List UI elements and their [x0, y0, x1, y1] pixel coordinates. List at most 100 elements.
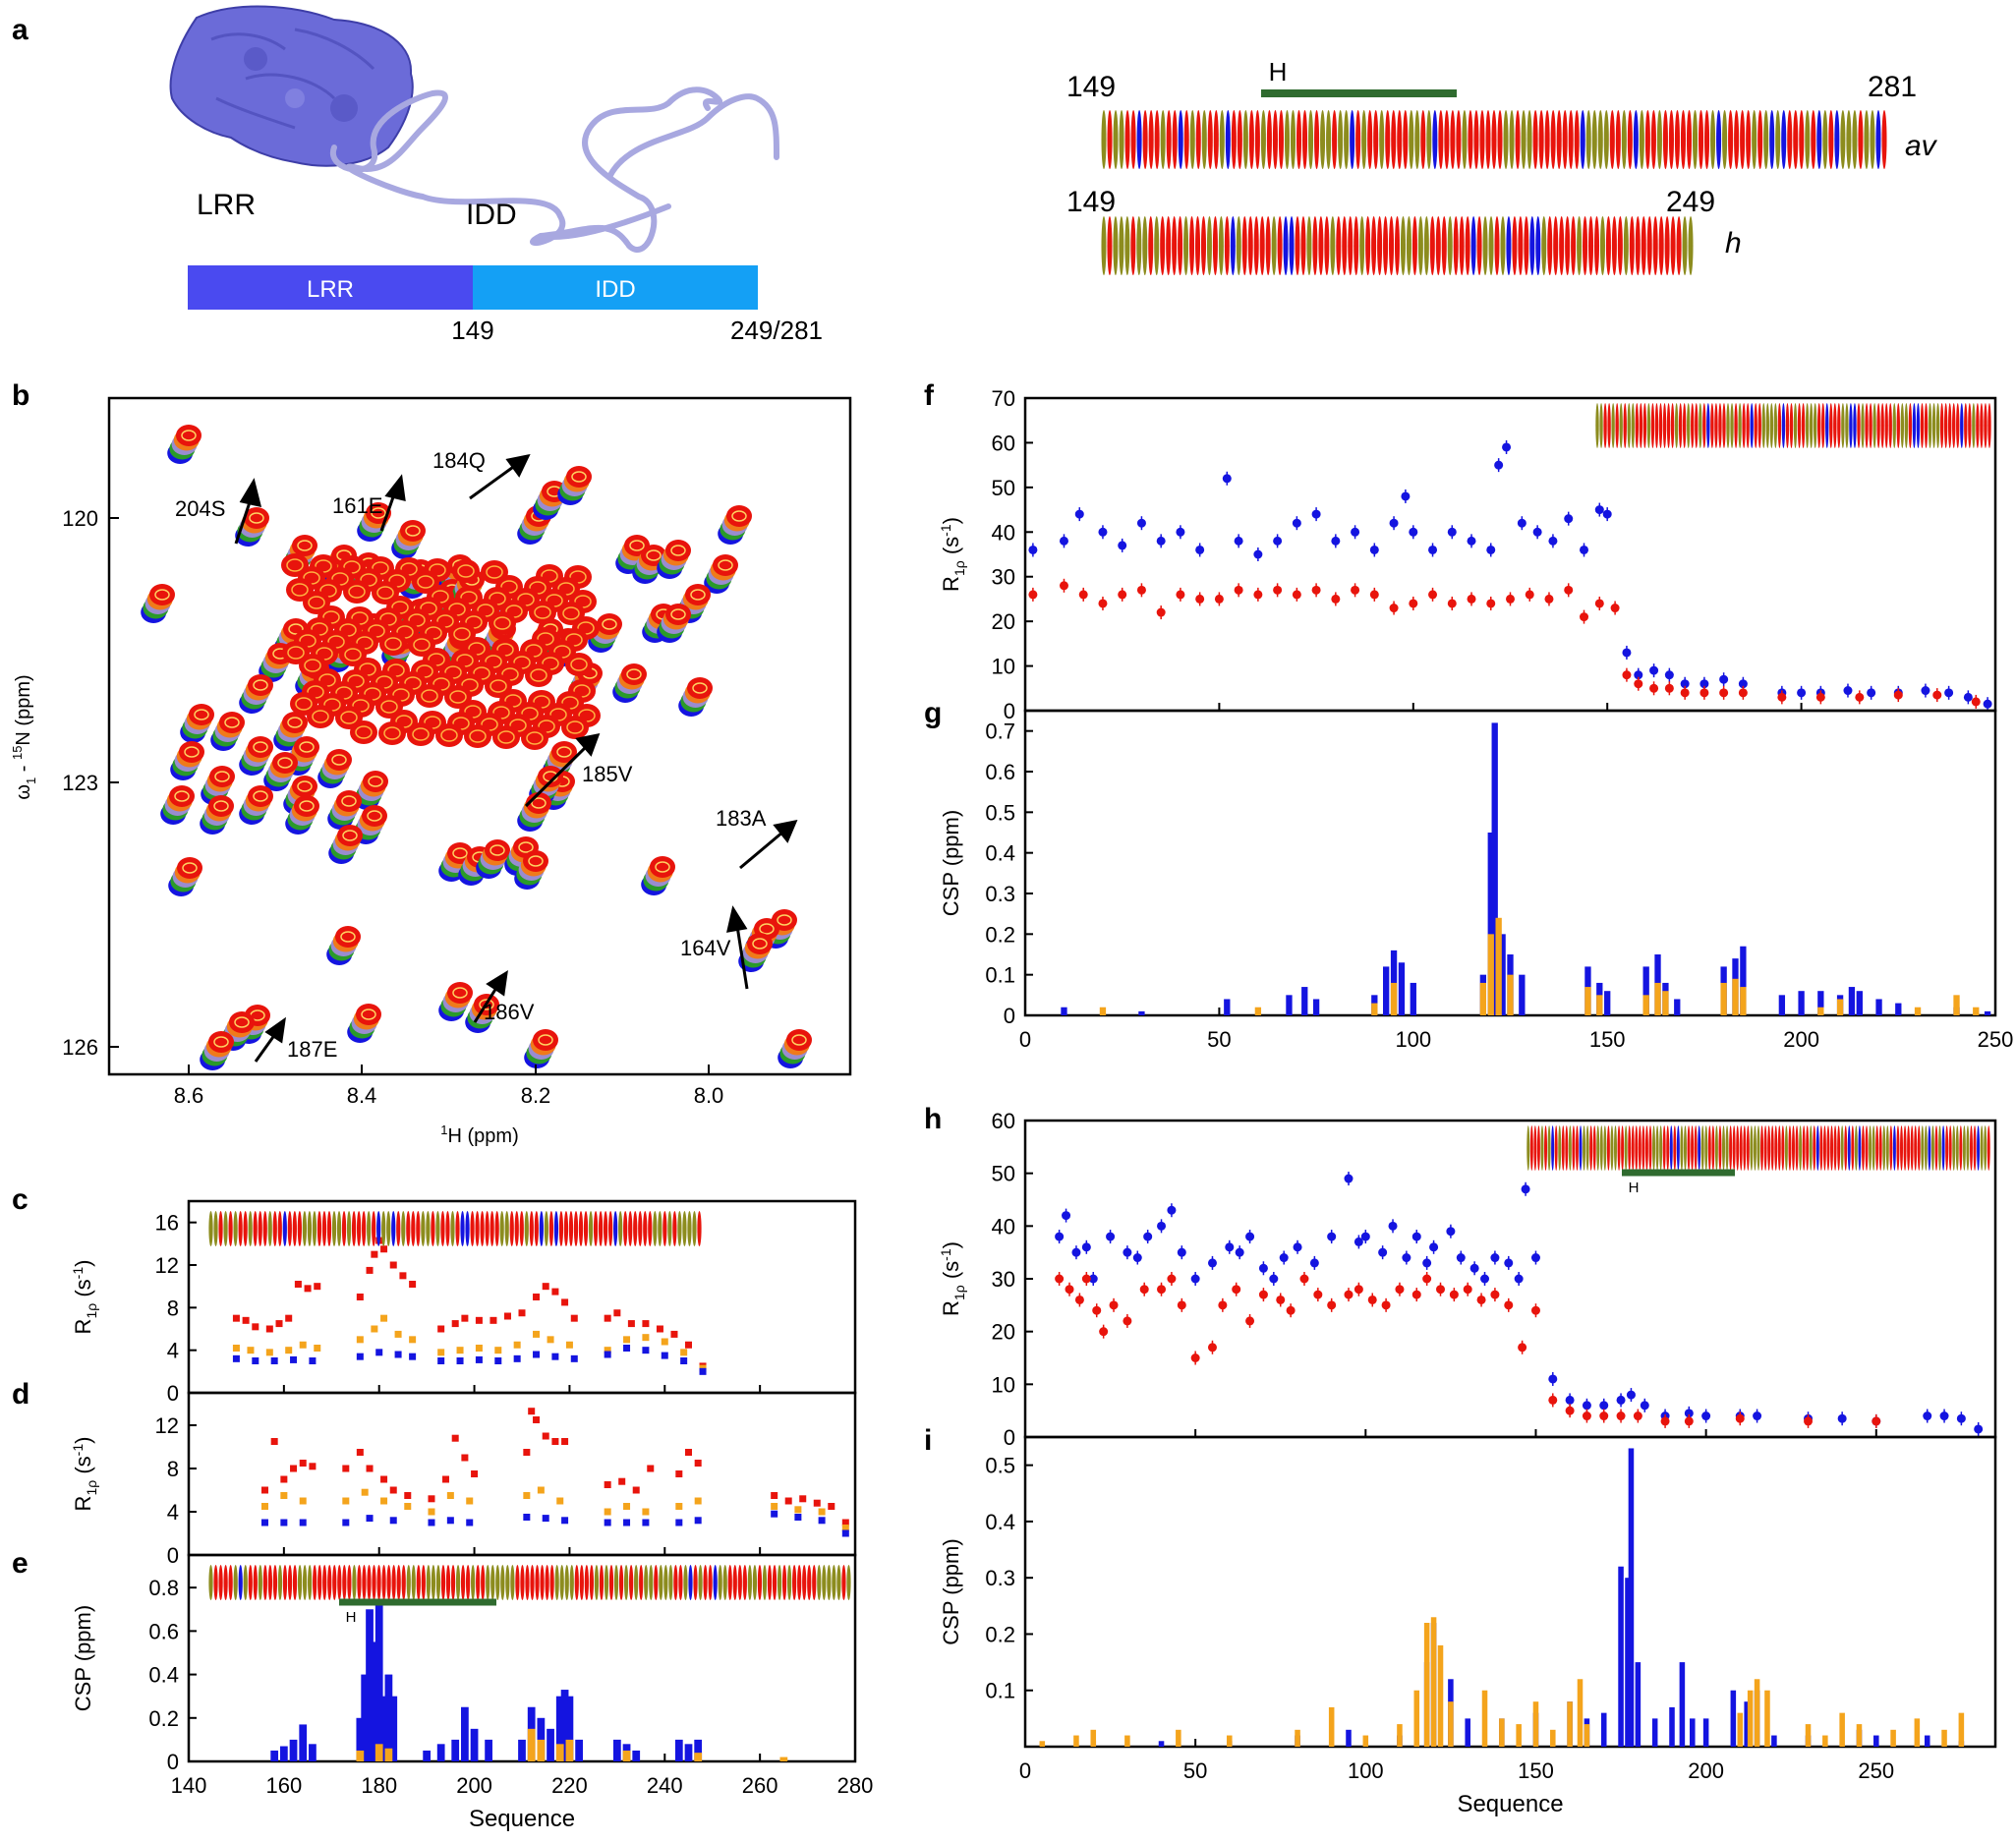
residue-stripe	[476, 1565, 481, 1600]
point-red	[1447, 599, 1457, 608]
residue-stripe	[1568, 110, 1574, 169]
point-red	[1735, 1413, 1745, 1423]
hsqc-peak	[533, 1029, 558, 1051]
residue-stripe	[658, 1211, 662, 1246]
residue-stripe	[1178, 110, 1183, 169]
residue-stripe	[623, 1565, 629, 1600]
bar-orange	[1577, 1679, 1584, 1747]
residue-stripe	[1691, 1125, 1695, 1171]
residue-stripe	[1854, 1125, 1858, 1171]
bar-blue	[379, 1696, 388, 1761]
bar-orange	[1423, 1623, 1430, 1747]
y-tick-label: 60	[992, 1109, 1015, 1133]
bar-orange	[1839, 1712, 1845, 1747]
residue-stripe	[1635, 403, 1640, 448]
residue-stripe	[558, 1211, 564, 1246]
bar-blue	[1771, 1735, 1777, 1747]
bar-orange	[384, 1748, 393, 1761]
residue-stripe	[1359, 216, 1365, 275]
point-red	[1855, 692, 1865, 702]
residue-stripe	[411, 1565, 416, 1600]
point-blue	[1071, 1247, 1081, 1257]
hsqc-peak	[526, 792, 551, 814]
residue-stripe	[1635, 216, 1641, 275]
point-red	[523, 1449, 531, 1456]
residue-stripe	[1928, 1125, 1931, 1171]
residue-stripe	[1788, 1125, 1792, 1171]
point-red	[265, 1325, 273, 1333]
residue-stripe	[1224, 216, 1230, 275]
residue-stripe	[1736, 1125, 1740, 1171]
point-red	[451, 1434, 459, 1442]
point-blue	[280, 1519, 288, 1526]
bar-orange	[1448, 1701, 1454, 1747]
residue-stripe	[1889, 1125, 1893, 1171]
point-blue	[1719, 674, 1729, 684]
point-red	[1616, 1411, 1626, 1421]
bar-orange	[1914, 1007, 1922, 1015]
residue-stripe	[1119, 110, 1124, 169]
residue-stripe	[519, 1211, 524, 1246]
point-red	[299, 1460, 307, 1467]
point-blue	[1028, 545, 1038, 554]
domain-bar-tick-149: 149	[451, 316, 493, 345]
point-blue	[309, 1357, 317, 1364]
residue-stripe	[530, 1565, 535, 1600]
hsqc-peak-contour	[526, 731, 544, 745]
point-blue	[1167, 1205, 1177, 1215]
residue-stripe	[1729, 1125, 1733, 1171]
residue-stripe	[277, 1211, 282, 1246]
point-red	[232, 1314, 240, 1322]
residue-stripe	[1385, 110, 1391, 169]
residue-stripe	[604, 1565, 609, 1600]
residue-stripe	[1829, 403, 1833, 448]
chart-g: 00.10.20.30.40.50.60.70 50 100 150 200 250CSP…	[939, 709, 2013, 1052]
point-red	[1369, 590, 1379, 600]
point-red	[1190, 1353, 1200, 1362]
residue-stripe	[1943, 403, 1948, 448]
hsqc-peak	[337, 825, 363, 846]
residue-stripe	[1500, 216, 1506, 275]
point-red	[1253, 590, 1263, 600]
hsqc-peak-contour	[486, 565, 503, 579]
residue-stripe	[1236, 216, 1241, 275]
bar-orange	[1941, 1729, 1947, 1747]
point-blue	[1411, 1232, 1421, 1241]
y-tick-label: 0	[1004, 1004, 1015, 1028]
point-red	[1738, 688, 1748, 698]
residue-stripe	[282, 1211, 287, 1246]
residue-stripe	[1459, 216, 1465, 275]
hsqc-peak	[229, 1011, 255, 1033]
spectrum-ytick-123: 123	[62, 771, 98, 795]
hsqc-peak-contour	[287, 646, 305, 660]
point-blue	[1548, 536, 1558, 546]
residue-stripe	[1869, 403, 1872, 448]
point-blue	[642, 1347, 650, 1354]
residue-stripe	[253, 1211, 258, 1246]
residue-stripe	[1676, 1125, 1680, 1171]
residue-stripe	[1524, 216, 1529, 275]
point-red	[1367, 1295, 1377, 1304]
residue-stripe	[1815, 1125, 1819, 1171]
bar-blue	[1625, 1578, 1631, 1747]
residue-stripe	[1718, 1125, 1722, 1171]
residue-stripe	[1819, 1125, 1823, 1171]
residue-stripe	[1178, 216, 1183, 275]
point-blue	[1649, 665, 1659, 675]
point-blue	[1699, 679, 1709, 689]
bar-orange	[1737, 1712, 1744, 1747]
bar-orange	[1584, 1724, 1590, 1747]
residue-stripe	[1674, 403, 1679, 448]
residue-stripe	[1326, 110, 1332, 169]
residue-stripe	[1774, 1125, 1778, 1171]
point-red	[1932, 690, 1942, 700]
point-orange	[794, 1506, 802, 1514]
y-tick-label: 20	[992, 1320, 1015, 1345]
residue-stripe	[1406, 216, 1411, 275]
residue-stripe	[499, 1211, 504, 1246]
point-blue	[1245, 1232, 1255, 1241]
hsqc-peak-contour	[490, 844, 505, 856]
residue-stripe	[1130, 110, 1136, 169]
bar-blue	[1224, 999, 1231, 1015]
point-orange	[437, 1349, 445, 1356]
